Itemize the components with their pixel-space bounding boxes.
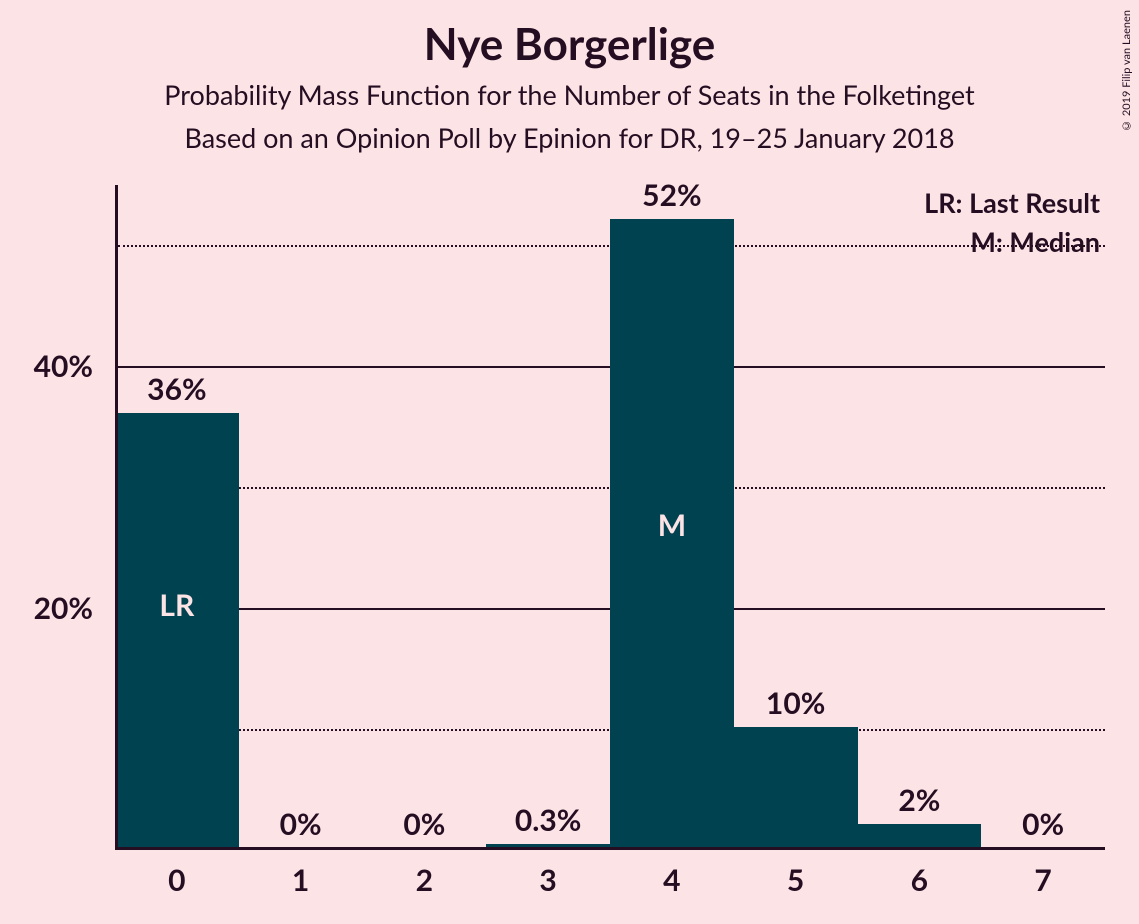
x-axis-line: [115, 847, 1105, 850]
y-axis-tick-label: 20%: [34, 590, 115, 626]
copyright-text: © 2019 Filip van Laenen: [1120, 10, 1133, 132]
bar-value-label: 0%: [403, 806, 445, 842]
x-axis-tick-label: 0: [168, 862, 185, 898]
x-axis-tick-label: 2: [416, 862, 433, 898]
x-axis-tick-label: 7: [1034, 862, 1051, 898]
bar-value-label: 0%: [1022, 806, 1064, 842]
chart-subtitle-1: Probability Mass Function for the Number…: [0, 78, 1139, 111]
chart-plot-area: LR: Last Result M: Median 20%40%36%LR00%…: [115, 185, 1105, 850]
bar-marker-median: M: [658, 507, 686, 543]
bar-value-label: 10%: [766, 685, 825, 721]
bar-value-label: 0.3%: [515, 802, 582, 838]
bar: 36%LR: [115, 413, 239, 848]
legend-median: M: Median: [924, 222, 1100, 261]
bar: 10%: [734, 727, 858, 848]
y-axis-line: [115, 185, 118, 850]
bar: 2%: [858, 824, 982, 848]
bar-value-label: 2%: [898, 782, 940, 818]
y-axis-tick-label: 40%: [34, 348, 115, 384]
bar-value-label: 52%: [642, 177, 701, 213]
x-axis-tick-label: 1: [292, 862, 309, 898]
chart-legend: LR: Last Result M: Median: [924, 183, 1100, 261]
chart-title: Nye Borgerlige: [0, 18, 1139, 70]
bar: 52%M: [610, 219, 734, 848]
legend-last-result: LR: Last Result: [924, 183, 1100, 222]
bar-marker-last-result: LR: [159, 587, 194, 623]
x-axis-tick-label: 6: [911, 862, 928, 898]
bar-value-label: 0%: [280, 806, 322, 842]
title-block: Nye Borgerlige Probability Mass Function…: [0, 0, 1139, 154]
x-axis-tick-label: 5: [787, 862, 804, 898]
x-axis-tick-label: 3: [539, 862, 556, 898]
chart-subtitle-2: Based on an Opinion Poll by Epinion for …: [0, 121, 1139, 154]
x-axis-tick-label: 4: [663, 862, 680, 898]
bar-value-label: 36%: [147, 371, 206, 407]
